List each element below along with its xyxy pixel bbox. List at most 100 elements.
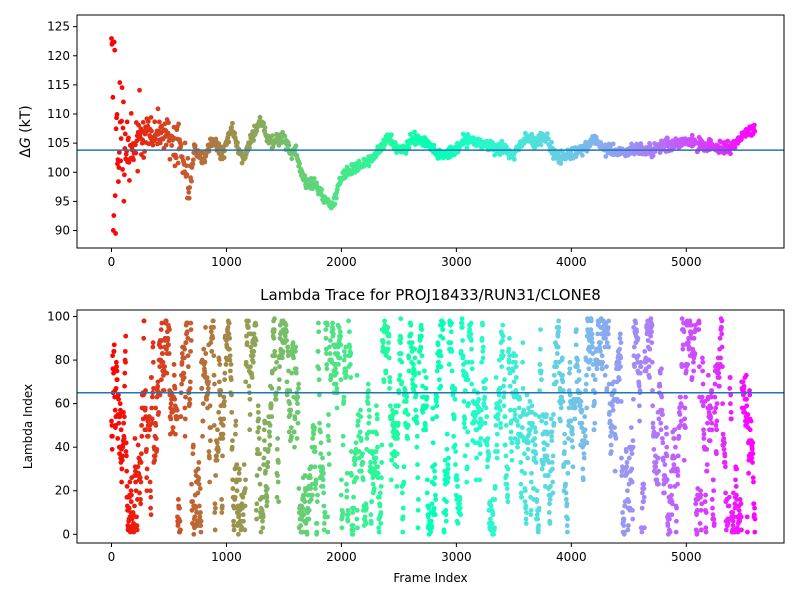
lambda-point [352,457,358,463]
delta-g-point [202,159,208,165]
lambda-point [376,529,382,535]
lambda-point [344,481,349,487]
lambda-point [703,492,708,498]
lambda-point [234,462,240,468]
lambda-point [676,433,682,439]
lambda-point [714,401,720,407]
lambda-point [678,418,684,424]
lambda-point [586,366,592,372]
lambda-point [734,492,739,498]
lambda-point [197,514,203,520]
lambda-point [145,433,151,439]
lambda-point [422,423,428,428]
lambda-point [337,329,343,335]
lambda-point [181,355,187,361]
lambda-point [547,521,553,526]
lambda-point [288,425,294,430]
lambda-point [708,414,714,420]
lambda-point [682,416,688,422]
lambda-point [299,529,305,535]
lambda-point [530,420,535,426]
lambda-point [185,335,191,341]
lambda-point [377,503,383,509]
delta-g-point [190,157,196,163]
lambda-point [399,379,405,385]
lambda-point [217,362,223,367]
lambda-point [471,388,477,393]
lambda-point [343,344,349,350]
lambda-point [434,414,439,420]
lambda-point [437,348,443,354]
delta-g-point [163,142,169,148]
lambda-point [113,385,119,391]
lambda-point [424,394,430,400]
lambda-point [750,475,756,481]
lambda-point [649,359,655,365]
lambda-point [494,442,500,448]
lambda-point [492,483,498,489]
lambda-point [582,427,588,433]
lambda-point [541,446,547,452]
lambda-point [664,453,670,459]
lambda-point [709,497,715,502]
lambda-point [265,446,271,452]
lambda-point [207,455,212,461]
lambda-point [221,399,227,404]
lambda-point [359,468,364,474]
lambda-point [550,453,556,459]
lambda-point [610,407,616,413]
lambda-point [256,416,262,422]
lambda-point [641,494,647,500]
lambda-point [263,468,268,474]
lambda-point [301,512,307,518]
lambda-point [683,394,688,400]
lambda-point [272,353,278,359]
lambda-point [443,507,449,513]
delta-g-point [124,119,130,125]
lambda-point [579,407,585,413]
lambda-point [391,425,397,430]
lambda-point [189,481,194,487]
lambda-point [619,473,625,478]
lambda-point [284,329,289,335]
lambda-point [524,510,529,515]
lambda-point [650,420,656,426]
lambda-point [685,362,691,367]
lambda-point [444,446,450,452]
lambda-point [414,444,420,450]
lambda-point [545,442,550,448]
lambda-point [740,379,746,385]
lambda-point [570,444,576,450]
lambda-point [443,518,449,524]
lambda-point [664,477,670,483]
lambda-point [321,490,327,496]
lambda-point [711,521,717,526]
lambda-point [660,457,666,463]
lambda-point [483,377,489,383]
lambda-point [200,401,206,407]
lambda-point [534,488,540,494]
lambda-point [469,366,475,372]
delta-g-point [751,122,757,128]
lambda-point [364,436,370,441]
lambda-point [423,427,429,433]
lambda-point [261,455,267,461]
lambda-point [726,503,732,509]
lambda-point [454,473,459,478]
lambda-point [558,418,563,424]
lambda-point [412,346,418,352]
delta-g-point [189,178,194,184]
lambda-point [335,351,341,356]
lambda-point [429,501,435,507]
lambda-point [478,423,484,428]
lambda-point [411,368,417,374]
lambda-point [397,372,403,378]
lambda-point [462,416,468,422]
lambda-point [178,527,183,533]
lambda-point [133,488,139,494]
lambda-point [592,420,598,426]
lambda-point [207,479,213,485]
lambda-point [559,394,565,400]
lambda-axes-frame [76,309,785,544]
lambda-point [716,383,722,389]
